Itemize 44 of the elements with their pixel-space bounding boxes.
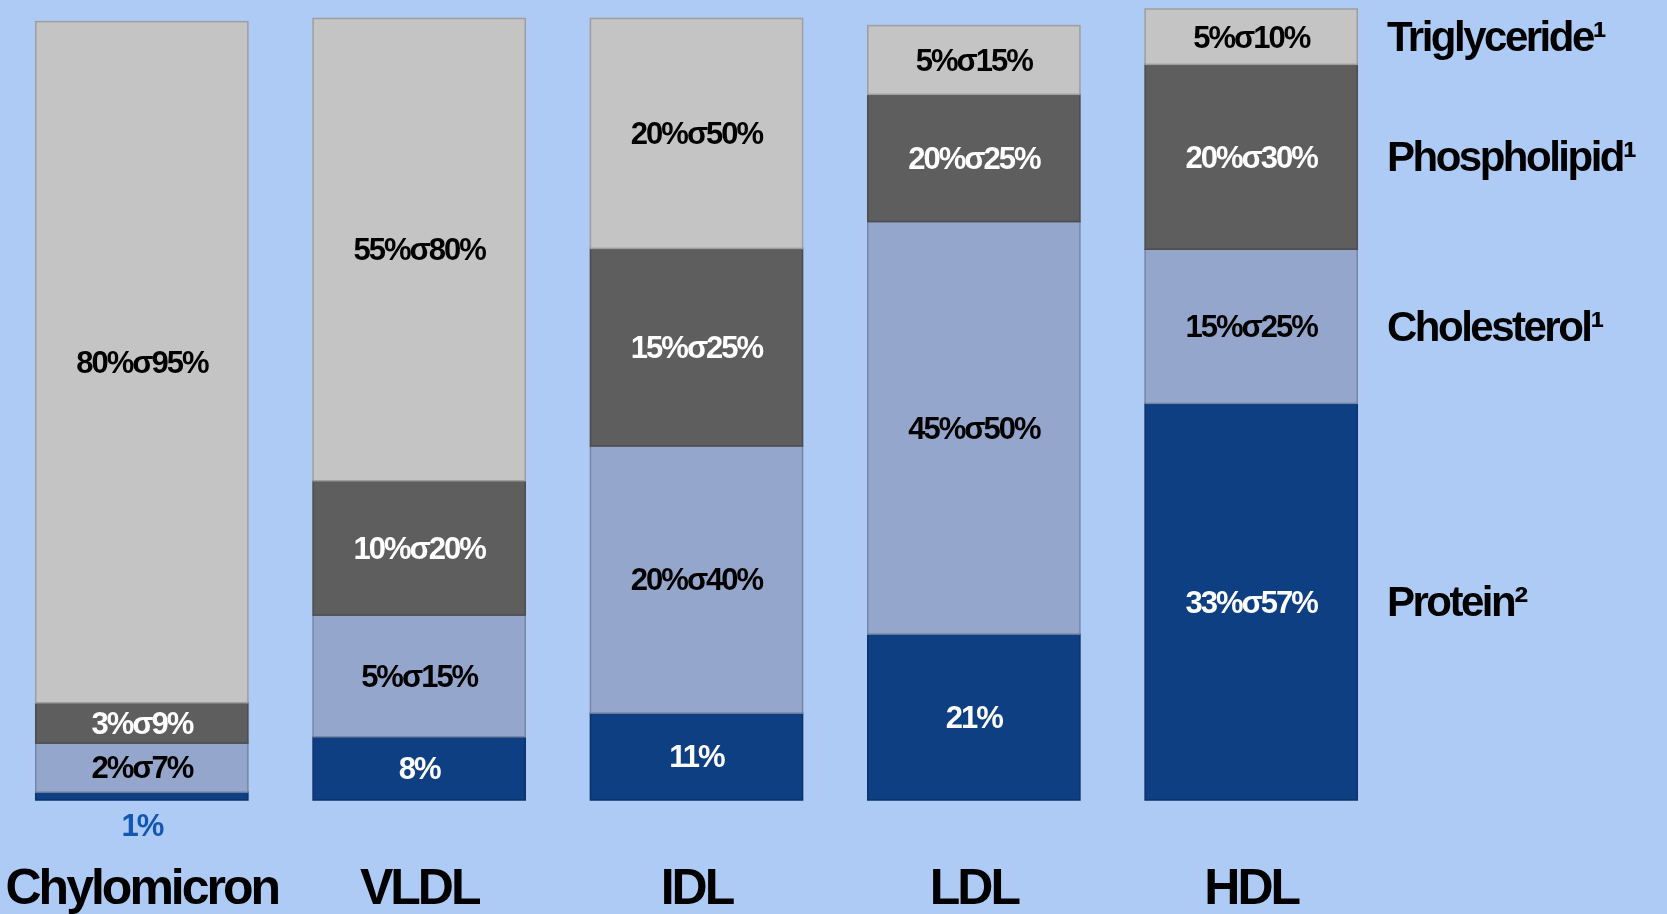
bar xyxy=(34,20,249,704)
annotation: 80%σ95% xyxy=(76,345,209,381)
bar xyxy=(1144,402,1359,801)
annotation: 2%σ7% xyxy=(91,750,194,786)
annotation: 45%σ50% xyxy=(908,410,1041,446)
annotation: 10%σ20% xyxy=(353,530,487,566)
x-tick-label: LDL xyxy=(929,859,1020,914)
annotation: 15%σ25% xyxy=(630,330,764,366)
series-label: Triglyceride¹ xyxy=(1387,13,1606,61)
series-label: Protein² xyxy=(1387,578,1529,626)
bar xyxy=(1144,248,1359,405)
annotation: 5%σ15% xyxy=(361,658,479,694)
bar xyxy=(867,220,1081,635)
bar xyxy=(312,17,526,482)
annotation: 20%σ25% xyxy=(908,140,1041,176)
annotation: 3%σ9% xyxy=(91,705,194,741)
bar xyxy=(867,633,1081,801)
series-label: Cholesterol¹ xyxy=(1387,302,1604,350)
bar xyxy=(589,445,804,714)
annotation: 5%σ15% xyxy=(915,42,1034,78)
annotation: 5%σ10% xyxy=(1193,19,1311,55)
bar xyxy=(867,93,1081,223)
data-label: 21% xyxy=(945,699,1004,735)
x-tick-label: VLDL xyxy=(359,859,480,914)
bar xyxy=(312,480,526,616)
bar xyxy=(312,614,526,738)
data-label: 8% xyxy=(398,751,441,787)
annotation: 55%σ80% xyxy=(353,232,487,268)
annotation: 20%σ30% xyxy=(1185,139,1319,175)
series-label: Phospholipid¹ xyxy=(1387,133,1636,181)
bar xyxy=(589,247,804,447)
annotation: 15%σ25% xyxy=(1185,309,1319,345)
bar xyxy=(312,736,526,801)
annotation: 20%σ40% xyxy=(630,562,764,598)
annotation: 20%σ50% xyxy=(630,116,764,152)
bar xyxy=(1144,63,1359,250)
bar xyxy=(589,17,804,250)
x-tick-label: IDL xyxy=(660,859,734,914)
bar xyxy=(589,712,804,801)
data-label: 11% xyxy=(669,739,726,775)
x-tick-label: Chylomicron xyxy=(5,859,279,914)
annotation: 33%σ57% xyxy=(1185,584,1319,620)
x-tick-label: HDL xyxy=(1204,859,1300,914)
data-label: 1% xyxy=(121,808,164,843)
